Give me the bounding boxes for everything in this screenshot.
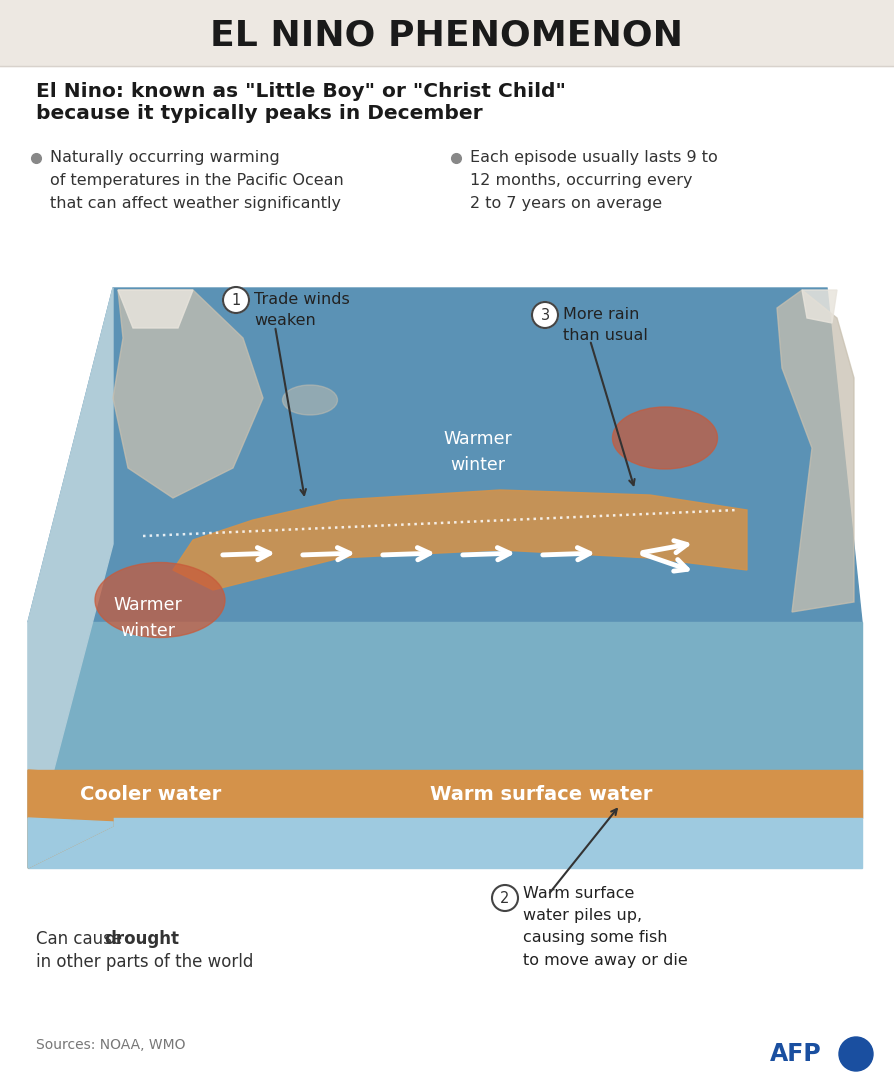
Circle shape <box>223 287 249 313</box>
Ellipse shape <box>95 563 225 637</box>
Text: Cooler water: Cooler water <box>80 784 221 804</box>
Text: Sources: NOAA, WMO: Sources: NOAA, WMO <box>36 1038 185 1052</box>
Polygon shape <box>28 770 862 818</box>
Polygon shape <box>113 291 263 498</box>
Circle shape <box>492 885 518 912</box>
Polygon shape <box>28 818 113 868</box>
Text: Can cause: Can cause <box>36 930 127 948</box>
Text: Warm surface
water piles up,
causing some fish
to move away or die: Warm surface water piles up, causing som… <box>523 886 687 968</box>
Text: in other parts of the world: in other parts of the world <box>36 953 253 971</box>
Text: El Nino: known as "Little Boy" or "Christ Child": El Nino: known as "Little Boy" or "Chris… <box>36 82 566 102</box>
Text: AFP: AFP <box>771 1042 822 1066</box>
Text: Trade winds
weaken: Trade winds weaken <box>254 292 350 328</box>
Polygon shape <box>118 291 193 328</box>
Ellipse shape <box>283 384 338 415</box>
Polygon shape <box>777 291 854 612</box>
Text: Warmer
winter: Warmer winter <box>114 596 182 639</box>
Text: 3: 3 <box>541 308 550 323</box>
Circle shape <box>532 302 558 328</box>
Polygon shape <box>173 490 747 590</box>
Circle shape <box>839 1037 873 1071</box>
Polygon shape <box>28 622 862 818</box>
Text: Warmer
winter: Warmer winter <box>443 431 512 473</box>
Polygon shape <box>28 818 862 868</box>
Text: Warm surface water: Warm surface water <box>430 784 653 804</box>
Polygon shape <box>28 288 862 622</box>
Text: 2: 2 <box>501 891 510 906</box>
Text: drought: drought <box>104 930 179 948</box>
Text: because it typically peaks in December: because it typically peaks in December <box>36 104 483 123</box>
Text: Each episode usually lasts 9 to
12 months, occurring every
2 to 7 years on avera: Each episode usually lasts 9 to 12 month… <box>470 150 718 211</box>
Ellipse shape <box>612 407 718 469</box>
Polygon shape <box>802 291 837 323</box>
Bar <box>0 0 894 66</box>
Text: 1: 1 <box>232 293 240 308</box>
Polygon shape <box>28 770 113 868</box>
Text: More rain
than usual: More rain than usual <box>563 307 648 343</box>
Text: EL NINO PHENOMENON: EL NINO PHENOMENON <box>210 19 684 53</box>
Polygon shape <box>28 288 113 868</box>
Text: Naturally occurring warming
of temperatures in the Pacific Ocean
that can affect: Naturally occurring warming of temperatu… <box>50 150 344 211</box>
